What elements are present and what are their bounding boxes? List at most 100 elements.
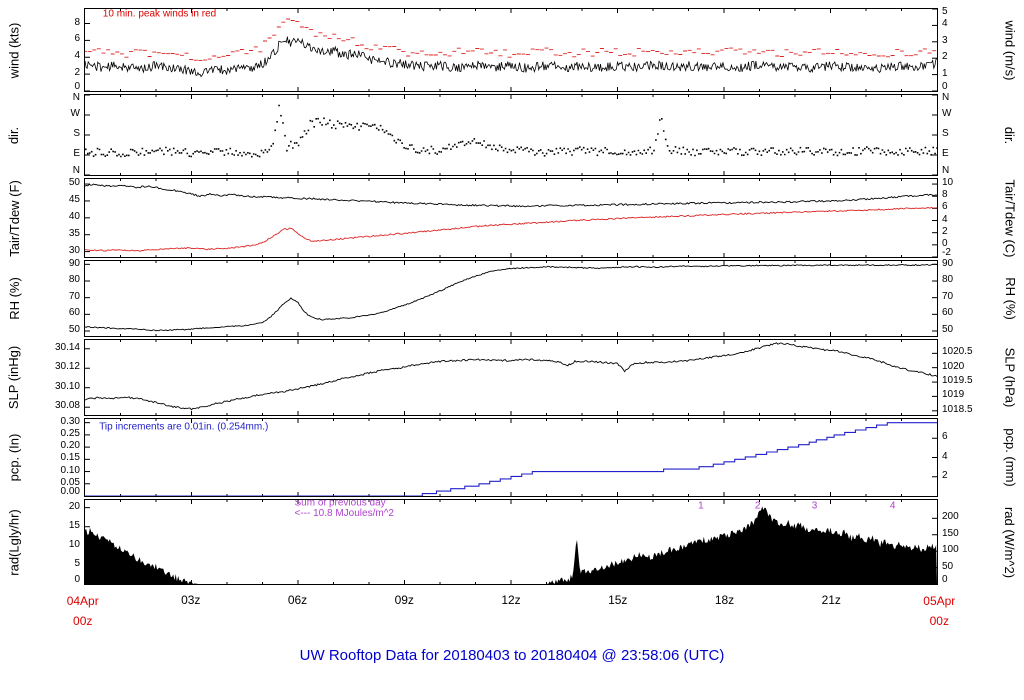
y-tick-label: 0.15 [60,452,80,464]
y-tick-label: 0 [74,81,80,92]
y-tick-label: E [942,148,949,159]
y-tick-label: N [72,92,80,103]
chart-annotation: 4 [890,500,896,511]
y-tick-label: 30 [68,244,80,256]
start-date-label: 04Apr [66,594,99,608]
pcp-left-ticks: 0.00 0.05 0.10 0.15 0.20 0.25 0.30 [26,416,84,497]
y-tick-label: 40 [68,210,80,222]
y-tick-label: 0.20 [60,440,80,452]
slp-left-axis-label-text: SLP (inHg) [6,345,22,410]
y-tick-label: 50 [68,177,80,189]
pcp-right-ticks: 2 4 6 [938,418,998,497]
temp-right-axis-label-text: Tair/Tdew (C) [1002,178,1018,258]
chart-annotation: Sum of previous day [295,500,386,508]
wind-left-ticks: 0 2 4 6 8 [26,8,84,93]
y-tick-label: 30.08 [54,400,80,412]
y-tick-label: 1020.5 [942,346,973,358]
y-tick-label: 0.30 [60,416,80,427]
rh-left-axis-label: RH (%) [2,260,26,337]
x-tick-label: 18z [714,593,735,607]
y-tick-label: 100 [942,544,959,556]
x-tick-label: 09z [394,593,414,607]
temp-left-ticks: 30 35 40 45 50 [26,177,84,258]
y-tick-label: W [942,108,952,119]
y-tick-label: 5 [942,6,948,17]
wind-chart: 10 min. peak winds in red [85,9,937,91]
dir-right-axis-label: dir. [998,94,1022,176]
y-tick-label: 5 [74,557,80,569]
pcp-left-axis-label-text: pcp. (In) [6,433,22,482]
y-tick-label: 50 [942,560,954,572]
y-tick-label: 0.00 [60,486,80,497]
y-tick-label: 60 [942,307,954,319]
y-tick-label: 200 [942,511,959,523]
x-tick-label: 03z [181,593,201,607]
y-tick-label: 80 [942,274,954,285]
slp-right-axis-label-text: SLP (hPa) [1002,347,1018,408]
y-tick-label: 10 [942,177,954,189]
y-tick-label: 0 [942,81,948,92]
rh-chart [85,261,937,336]
rh-left-axis-label-text: RH (%) [6,277,22,320]
chart-annotation: <--- 10.8 MJoules/m^2 [295,508,395,519]
y-tick-label: 15 [68,519,80,531]
rad-chart: Sum of previous day<--- 10.8 MJoules/m^2… [85,500,937,584]
x-axis-end-date: 05Apr 00z [923,591,955,632]
chart-annotation: 2 [755,500,761,511]
y-tick-label: 1018.5 [942,403,973,415]
y-tick-label: 1 [942,67,948,79]
y-tick-label: S [73,128,80,139]
temp-plot-area [84,178,938,258]
temp-right-axis-label: Tair/Tdew (C) [998,178,1022,258]
rad-left-ticks: 0 5 10 15 20 [26,499,84,585]
y-tick-label: 80 [68,274,80,285]
y-tick-label: 4 [74,50,80,62]
temp-chart [85,179,937,257]
x-tick-label: 21z [821,593,841,607]
temp-right-ticks: -2 0 2 4 6 8 10 [938,177,998,258]
y-tick-label: 90 [68,258,80,269]
y-tick-label: 6 [74,33,80,45]
y-tick-label: 1019.5 [942,375,973,387]
slp-left-ticks: 30.08 30.10 30.12 30.14 [26,339,84,416]
y-tick-label: 50 [942,324,954,335]
y-tick-label: 3 [942,34,948,46]
rad-left-axis-label-text: rad(Lgly/hr) [6,508,22,576]
end-hour-label: 00z [929,614,949,629]
y-tick-label: 1019 [942,389,965,401]
slp-left-axis-label: SLP (inHg) [2,339,26,416]
end-date-label: 05Apr [923,594,956,608]
y-tick-label: 0.25 [60,427,80,439]
start-hour-label: 00z [73,614,93,629]
y-tick-label: N [942,92,950,103]
y-tick-label: S [942,128,949,139]
wind-left-axis-label-text: wind (kts) [6,22,22,78]
x-axis-tick-row: 04Apr 00z 05Apr 00z 03z 06z 09z 12z 15z 18z 21… [67,587,956,633]
rad-plot-area: Sum of previous day <--- 10.8 MJoules/m^2… [84,499,938,585]
rad-left-axis-label: rad(Lgly/hr) [2,499,26,585]
rad-right-axis-label-text: rad (W/m^2) [1002,506,1018,578]
y-tick-label: 35 [68,227,80,239]
y-tick-label: 4 [942,450,948,462]
y-tick-label: 30.12 [54,361,80,373]
pcp-right-axis-label-text: pcp. (mm) [1002,428,1018,487]
slp-right-axis-label: SLP (hPa) [998,339,1022,416]
temp-left-axis-label-text: Tair/Tdew (F) [6,179,22,257]
y-tick-label: 2 [942,225,948,237]
x-tick-label: 06z [287,593,308,607]
y-tick-label: 60 [68,307,80,319]
x-tick-label: 12z [501,593,521,607]
rh-left-ticks: 50 60 70 80 90 [26,258,84,337]
y-tick-label: 0.05 [60,476,80,488]
x-axis-labels: 04Apr 00z 05Apr 00z 03z 06z 09z 12z 15z 18z 21… [2,587,1022,633]
y-tick-label: W [70,108,80,119]
y-tick-label: 4 [942,18,948,30]
y-tick-label: 2 [942,51,948,63]
dir-right-axis-label-text: dir. [1002,126,1018,144]
dir-left-axis-label: dir. [2,94,26,176]
wind-left-axis-label: wind (kts) [2,8,26,92]
